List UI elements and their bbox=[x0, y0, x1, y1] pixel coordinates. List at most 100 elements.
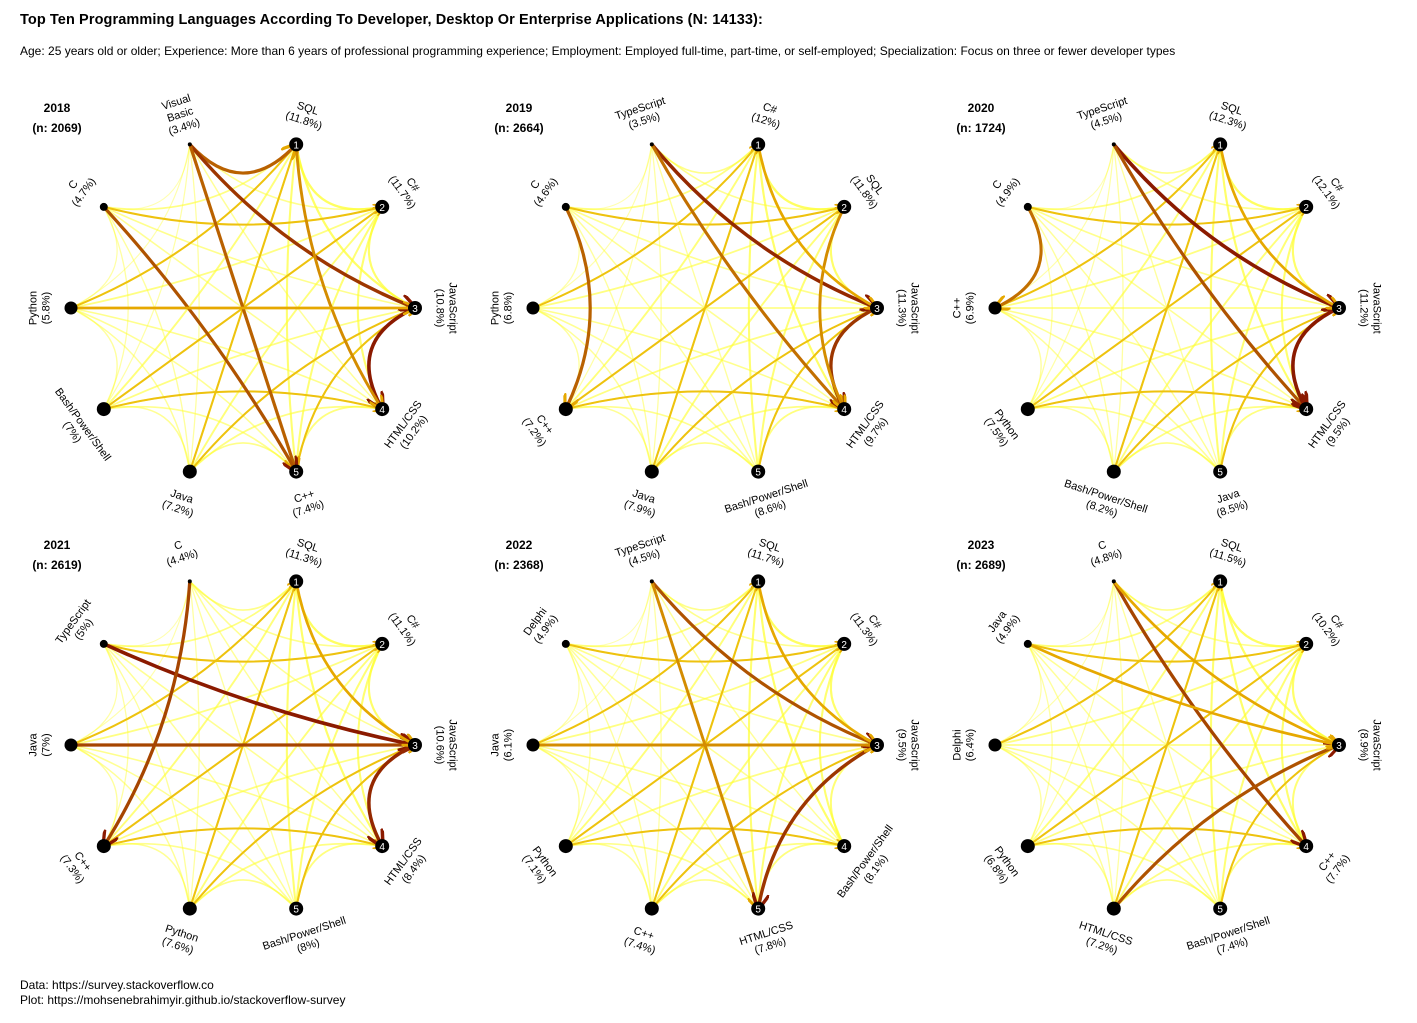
link bbox=[565, 206, 653, 472]
node-c-: C++(7.4%) bbox=[622, 901, 659, 957]
footer-plot-source[interactable]: Plot: https://mohsenebrahimyir.github.io… bbox=[20, 993, 346, 1007]
node-c: C(4.4%) bbox=[165, 539, 200, 584]
link-strong bbox=[70, 144, 416, 471]
node-label: C(4.9%) bbox=[990, 176, 1022, 209]
node-name: JavaScript bbox=[447, 282, 459, 333]
node-label: HTML/CSS(7.2%) bbox=[1077, 919, 1134, 956]
node-sql: 1 SQL(11.3%) bbox=[284, 537, 323, 589]
node-sql: 1 SQL(11.5%) bbox=[1208, 537, 1247, 589]
node-name: JavaScript bbox=[1371, 282, 1383, 333]
link bbox=[1027, 207, 1306, 410]
link bbox=[757, 643, 846, 909]
link bbox=[1219, 144, 1307, 211]
link-strong bbox=[566, 143, 877, 409]
node-label: TypeScript(5%) bbox=[53, 597, 95, 646]
link bbox=[565, 644, 844, 663]
node-rank: 2 bbox=[1303, 203, 1309, 214]
link bbox=[1027, 744, 1340, 847]
footer-data-source[interactable]: Data: https://survey.stackoverflow.co bbox=[20, 978, 214, 992]
link bbox=[565, 405, 653, 472]
link bbox=[1027, 207, 1306, 226]
link bbox=[189, 308, 415, 473]
node-typescript: TypeScript(4.5%) bbox=[614, 532, 667, 584]
node-rank: 1 bbox=[755, 577, 761, 588]
link bbox=[1219, 581, 1307, 648]
link bbox=[565, 643, 653, 909]
link bbox=[532, 643, 580, 746]
link bbox=[758, 743, 878, 909]
link bbox=[757, 842, 845, 909]
node-label: C#(12.1%) bbox=[1310, 173, 1346, 211]
node-dot bbox=[182, 464, 197, 479]
link bbox=[757, 405, 845, 472]
node-rank: 2 bbox=[379, 640, 385, 651]
node-dot bbox=[182, 901, 197, 916]
node-javascript: 3 JavaScript(10.6%) bbox=[408, 719, 459, 771]
node-c: C(4.6%) bbox=[528, 176, 570, 211]
link-strong bbox=[71, 581, 415, 846]
node-label: Python(7.6%) bbox=[160, 923, 199, 957]
link bbox=[369, 306, 416, 409]
node-label: JavaScript(9.5%) bbox=[896, 719, 921, 770]
link bbox=[757, 581, 846, 847]
node-pct: (6.1%) bbox=[503, 729, 515, 761]
node-pct: (12%) bbox=[750, 111, 782, 131]
node-name: JavaScript bbox=[447, 719, 459, 770]
link bbox=[1219, 405, 1307, 472]
node-dot bbox=[988, 738, 1002, 752]
link bbox=[294, 581, 415, 745]
link bbox=[994, 206, 1307, 309]
link bbox=[757, 144, 846, 410]
link bbox=[565, 144, 653, 410]
link bbox=[1027, 144, 1115, 410]
node-dot bbox=[561, 639, 570, 648]
link bbox=[103, 390, 382, 409]
link bbox=[532, 307, 759, 473]
node-dot bbox=[187, 142, 192, 147]
node-python: Python(7.1%) bbox=[520, 839, 573, 886]
node-dot bbox=[837, 839, 852, 854]
link bbox=[994, 144, 1220, 309]
node-label: TypeScript(3.5%) bbox=[614, 95, 667, 132]
node-rank: 5 bbox=[1217, 905, 1223, 916]
node-rank: 2 bbox=[841, 640, 847, 651]
node-java: Java(7.9%) bbox=[622, 464, 659, 520]
node-label: Python(7.1%) bbox=[520, 844, 560, 886]
link bbox=[70, 643, 383, 746]
node-dot bbox=[289, 574, 304, 589]
node-label: C++ (6.9%) bbox=[952, 292, 977, 324]
link bbox=[650, 580, 877, 745]
node-dot bbox=[988, 301, 1002, 315]
node-dot bbox=[526, 738, 540, 752]
link bbox=[369, 743, 416, 846]
panel-n: (n: 2619) bbox=[32, 558, 81, 572]
link bbox=[757, 581, 845, 648]
link bbox=[295, 581, 383, 648]
link bbox=[532, 581, 758, 746]
node-dot bbox=[375, 402, 390, 417]
node-dot bbox=[558, 402, 573, 417]
link bbox=[757, 206, 846, 472]
node-label: Java(7.2%) bbox=[160, 487, 195, 519]
node-name: Python bbox=[490, 291, 502, 325]
link bbox=[1027, 206, 1115, 472]
page-subtitle: Age: 25 years old or older; Experience: … bbox=[20, 44, 1176, 58]
link bbox=[70, 581, 296, 746]
node-dot bbox=[649, 579, 654, 584]
node-label: JavaScript(10.8%) bbox=[434, 282, 459, 333]
node-rank: 3 bbox=[874, 741, 880, 752]
node-name: C# bbox=[761, 101, 779, 117]
node-pct: (8.9%) bbox=[1358, 729, 1370, 761]
node-java: Java (6.1%) bbox=[490, 729, 540, 761]
node-name: Python bbox=[28, 291, 40, 325]
node-label: Java(7.9%) bbox=[622, 487, 657, 519]
node-dot bbox=[1213, 137, 1228, 152]
node-label: Python(6.8%) bbox=[982, 844, 1022, 886]
node-java: 5 Java(8.5%) bbox=[1213, 464, 1250, 520]
node-label: C++(7.4%) bbox=[291, 488, 326, 520]
node-python: Python(6.8%) bbox=[982, 839, 1035, 886]
node-python: Python(6.8%) bbox=[490, 291, 540, 325]
